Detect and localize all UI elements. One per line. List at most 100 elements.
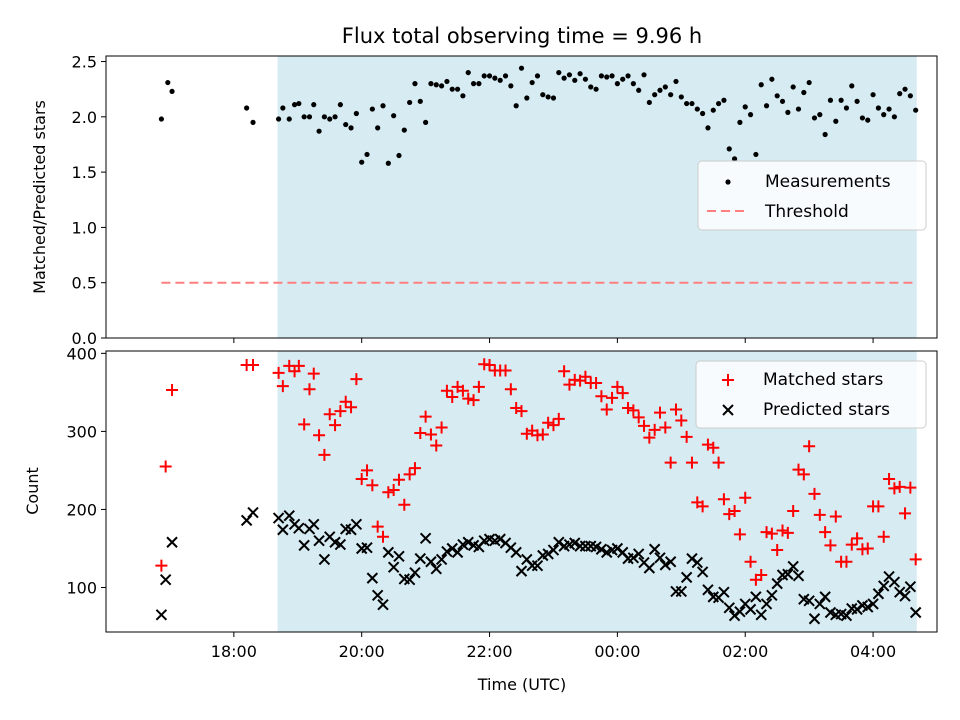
measurement-point (301, 114, 307, 120)
measurement-point (742, 104, 748, 110)
matched-star-marker (685, 456, 698, 469)
measurement-point (508, 83, 514, 89)
measurement-point (550, 95, 557, 101)
y-tick-label: 2.5 (72, 53, 97, 72)
matched-star-marker (717, 493, 730, 506)
measurement-point (454, 86, 461, 92)
measurement-point (684, 100, 690, 107)
matched-star-marker (771, 544, 784, 557)
measurement-point (769, 76, 775, 82)
measurement-point (486, 73, 493, 79)
measurement-point (726, 146, 732, 152)
measurement-point (250, 119, 256, 125)
matched-star-marker (307, 367, 320, 380)
matched-star-marker (893, 480, 906, 493)
matched-star-marker (851, 532, 864, 545)
predicted-star-marker (542, 548, 554, 560)
measurement-point (492, 75, 498, 81)
measurement-point (311, 102, 317, 108)
matched-star-marker (414, 426, 427, 439)
measurement-point (827, 97, 834, 103)
matched-star-marker (276, 380, 289, 393)
measurement-point (465, 69, 471, 76)
matched-star-marker (382, 486, 395, 499)
measurement-point (169, 88, 175, 94)
matched-star-marker (776, 524, 789, 537)
matched-star-marker (159, 460, 172, 473)
measurement-point (476, 81, 482, 87)
matched-star-marker (440, 384, 453, 397)
measurement-point (721, 97, 727, 103)
measurement-point (641, 72, 647, 78)
measurement-point (529, 79, 535, 86)
measurement-point (881, 112, 887, 118)
predicted-star-marker (531, 559, 544, 572)
measurement-point (428, 81, 434, 87)
y-tick-label: 200 (66, 500, 97, 519)
matched-star-marker (712, 456, 725, 469)
ratio-y-ticks: 0.0 0.5 1.0 1.5 2.0 2.5 (72, 53, 106, 348)
legend-predicted-label: Predicted stars (763, 400, 890, 420)
measurement-point (433, 82, 439, 88)
measurement-point (577, 71, 583, 77)
measurement-point (849, 83, 855, 89)
y-tick-label: 0.5 (72, 274, 97, 293)
matched-star-marker (272, 366, 285, 379)
y-tick-label: 1.0 (72, 218, 97, 237)
measurement-point (582, 76, 589, 82)
matched-star-marker (590, 377, 603, 390)
matched-star-marker (787, 505, 800, 518)
matched-star-marker (371, 520, 384, 533)
predicted-star-marker (819, 591, 831, 603)
measurement-point (316, 128, 322, 134)
measurement-point (897, 91, 903, 97)
measurement-point (359, 159, 365, 165)
predicted-star-marker (792, 570, 805, 582)
predicted-star-marker (680, 571, 693, 584)
measurement-point (540, 92, 546, 98)
ratio-legend-box (697, 160, 927, 231)
count-axes-frame (105, 350, 938, 633)
measurement-point (556, 69, 562, 76)
measurement-point (385, 160, 391, 166)
measurement-point (343, 121, 349, 128)
measurement-point (891, 114, 897, 120)
matched-star-marker (664, 456, 677, 469)
matched-star-marker (904, 481, 917, 494)
predicted-star-marker (441, 545, 453, 558)
predicted-star-marker (462, 536, 474, 548)
matched-star-marker (155, 559, 168, 572)
predicted-star-marker (159, 573, 172, 586)
measurement-point (566, 72, 573, 78)
matched-star-marker (345, 401, 358, 414)
predicted-star-marker (451, 546, 464, 559)
measurement-point (700, 110, 706, 117)
matched-star-marker (334, 405, 347, 418)
predicted-star-marker (702, 584, 714, 596)
predicted-star-marker (247, 506, 259, 519)
predicted-star-marker (510, 546, 522, 559)
matched-star-marker (611, 380, 624, 393)
matched-star-marker (808, 487, 821, 500)
predicted-star-marker (787, 560, 799, 573)
measurement-point (865, 117, 871, 123)
matched-star-marker (292, 359, 305, 372)
matched-star-marker (616, 387, 629, 400)
predicted-star-marker (166, 536, 178, 548)
measurement-point (460, 93, 466, 99)
count-legend-box (695, 360, 927, 429)
x-tick-label: 00:00 (594, 642, 640, 661)
matched-star-marker (355, 473, 368, 486)
predicted-star-marker (814, 598, 826, 610)
matched-star-marker (515, 405, 528, 418)
measurement-point (375, 125, 381, 131)
legend-threshold-label: Threshold (764, 202, 849, 222)
measurement-point (353, 110, 359, 117)
measurement-point (668, 92, 674, 98)
measurement-point (396, 152, 402, 159)
matched-star-marker (323, 408, 336, 421)
matched-star-marker (298, 418, 311, 431)
predicted-star-marker (387, 561, 400, 573)
measurement-point (407, 99, 413, 106)
